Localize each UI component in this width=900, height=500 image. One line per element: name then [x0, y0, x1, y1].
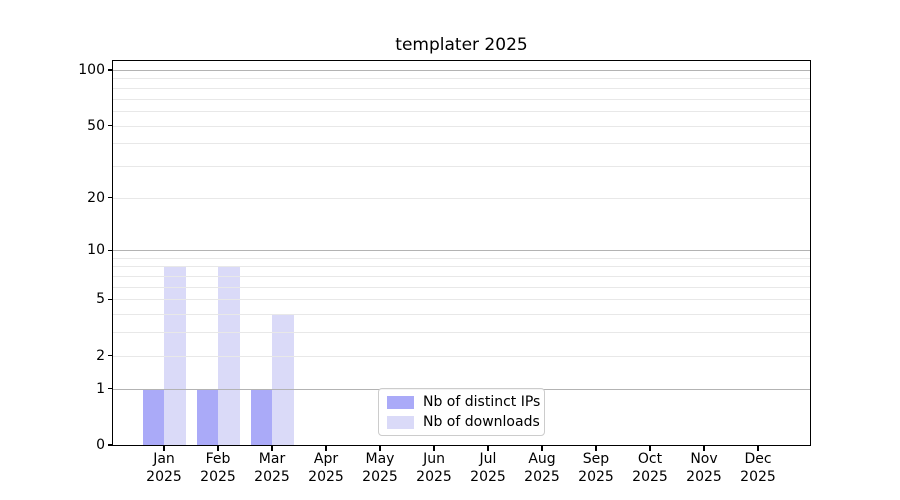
x-tick-month: Oct: [637, 451, 663, 467]
y-gridline-30: [113, 165, 810, 167]
plot-border: [112, 60, 811, 446]
x-tick-year: 2025: [362, 468, 398, 485]
x-tick-month: Mar: [258, 451, 286, 467]
legend-label-distinct-ips: Nb of distinct IPs: [423, 394, 541, 410]
y-gridline-50: [113, 125, 810, 127]
y-gridline-60: [113, 110, 810, 112]
y-tick-mark: [108, 124, 113, 127]
y-tick-label-2: 2: [96, 347, 105, 364]
legend: Nb of distinct IPs Nb of downloads: [378, 388, 545, 436]
y-tick-label-100: 100: [78, 62, 105, 78]
x-tick-label-oct: Oct 2025: [618, 451, 682, 486]
legend-label-downloads: Nb of downloads: [423, 414, 540, 430]
x-tick-mark: [487, 446, 489, 451]
x-tick-mark: [271, 446, 273, 451]
y-gridline-100: [113, 70, 810, 71]
legend-swatch-distinct-ips: [387, 395, 414, 409]
legend-item-distinct-ips: Nb of distinct IPs: [387, 394, 540, 410]
y-gridline-10: [113, 250, 810, 252]
y-gridline-70: [113, 98, 810, 100]
y-gridline-5: [113, 299, 810, 301]
x-tick-month: Dec: [744, 451, 772, 467]
y-tick-label-10: 10: [87, 242, 105, 259]
y-tick-mark: [108, 444, 113, 446]
y-tick-label-1: 1: [96, 380, 105, 397]
x-tick-label-may: May 2025: [348, 451, 412, 486]
x-tick-month: Nov: [690, 451, 718, 467]
x-tick-label-apr: Apr 2025: [294, 451, 358, 486]
x-tick-year: 2025: [146, 468, 182, 485]
y-gridline-6: [113, 286, 810, 288]
x-tick-mark: [595, 446, 597, 451]
x-tick-month: May: [365, 451, 395, 467]
y-tick-mark: [108, 249, 113, 251]
x-tick-month: Jun: [423, 451, 445, 467]
x-tick-label-jun: Jun 2025: [402, 451, 466, 486]
x-tick-month: Jan: [153, 451, 175, 467]
y-gridline-3: [113, 332, 810, 334]
y-gridline-8: [113, 266, 810, 268]
y-tick-label-50: 50: [87, 117, 105, 134]
bar-downloads-mar: [272, 314, 294, 445]
x-tick-month: Apr: [313, 451, 339, 467]
x-tick-label-feb: Feb 2025: [186, 451, 250, 486]
y-gridline-9: [113, 257, 810, 259]
y-tick-mark: [108, 69, 113, 71]
x-tick-mark: [541, 446, 543, 451]
x-tick-mark: [649, 446, 651, 451]
x-tick-label-dec: Dec 2025: [726, 451, 790, 486]
y-tick-label-0: 0: [96, 437, 105, 453]
y-gridline-90: [113, 78, 810, 80]
x-tick-mark: [217, 446, 219, 451]
legend-swatch-downloads: [387, 415, 414, 429]
x-tick-label-mar: Mar 2025: [240, 451, 304, 486]
plot-area: [113, 61, 810, 445]
x-tick-mark: [433, 446, 435, 451]
y-gridline-7: [113, 276, 810, 278]
x-tick-year: 2025: [632, 468, 668, 485]
y-gridline-80: [113, 87, 810, 89]
x-tick-label-sep: Sep 2025: [564, 451, 628, 486]
y-gridline-2: [113, 355, 810, 357]
x-tick-mark: [325, 446, 327, 451]
x-tick-mark: [757, 446, 759, 451]
bar-distinct-ips-mar: [250, 388, 272, 445]
x-tick-year: 2025: [308, 468, 344, 485]
legend-item-downloads: Nb of downloads: [387, 414, 540, 430]
x-tick-year: 2025: [686, 468, 722, 485]
x-tick-mark: [163, 446, 165, 451]
y-tick-label-5: 5: [96, 291, 105, 308]
x-tick-month: Sep: [582, 451, 610, 467]
bar-distinct-ips-feb: [196, 388, 218, 445]
y-tick-mark: [108, 298, 113, 301]
x-tick-mark: [379, 446, 381, 451]
y-gridline-4: [113, 314, 810, 316]
y-gridline-40: [113, 143, 810, 145]
x-tick-year: 2025: [524, 468, 560, 485]
x-tick-year: 2025: [254, 468, 290, 485]
x-tick-year: 2025: [416, 468, 452, 485]
x-tick-month: Aug: [528, 451, 556, 467]
y-tick-mark: [108, 355, 113, 357]
x-tick-label-jan: Jan 2025: [132, 451, 196, 486]
x-tick-year: 2025: [578, 468, 614, 485]
x-tick-label-jul: Jul 2025: [456, 451, 520, 486]
y-tick-mark: [108, 388, 113, 390]
x-tick-month: Jul: [479, 451, 497, 467]
x-tick-year: 2025: [470, 468, 506, 485]
chart-title: templater 2025: [395, 35, 528, 55]
y-tick-mark: [108, 197, 113, 199]
x-tick-label-nov: Nov 2025: [672, 451, 736, 486]
x-tick-month: Feb: [205, 451, 231, 467]
y-tick-label-20: 20: [87, 189, 105, 206]
bar-distinct-ips-jan: [142, 388, 164, 445]
x-tick-year: 2025: [740, 468, 776, 485]
x-tick-label-aug: Aug 2025: [510, 451, 574, 486]
x-tick-year: 2025: [200, 468, 236, 485]
y-gridline-20: [113, 197, 810, 199]
x-tick-mark: [703, 446, 705, 451]
